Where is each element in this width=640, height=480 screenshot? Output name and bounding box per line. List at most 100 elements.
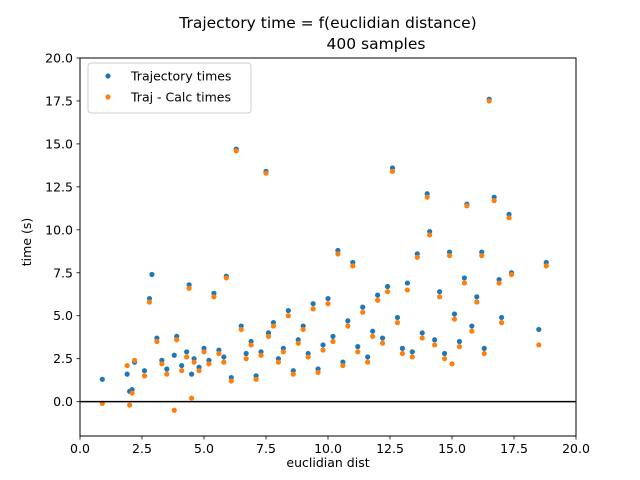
traj-calc-time-point	[233, 148, 239, 154]
traj-calc-time-point	[196, 368, 202, 374]
x-tick-label: 5.0	[194, 441, 214, 456]
traj-calc-time-point	[437, 294, 443, 300]
legend-label-traj-calc-times: Traj - Calc times	[130, 90, 231, 105]
legend-box	[87, 62, 252, 114]
traj-calc-time-point	[131, 357, 138, 363]
trajectory-time-point	[124, 371, 130, 377]
trajectory-time-point	[310, 301, 316, 307]
traj-calc-time-point	[300, 326, 306, 333]
traj-calc-time-point	[481, 350, 487, 357]
traj-calc-time-point	[171, 407, 177, 413]
trajectory-time-point	[451, 311, 458, 317]
traj-calc-time-point	[221, 359, 227, 365]
trajectory-time-point	[474, 294, 480, 300]
traj-calc-time-point	[441, 356, 448, 362]
traj-calc-time-point	[270, 323, 277, 329]
traj-calc-time-point	[506, 215, 512, 221]
x-tick-label: 2.5	[132, 441, 152, 456]
trajectory-time-point	[243, 350, 249, 357]
y-tick-label: 2.5	[53, 351, 73, 366]
trajectory-time-point	[394, 314, 401, 321]
traj-calc-time-point	[451, 316, 458, 322]
traj-calc-time-point	[536, 342, 542, 348]
chart-title: Trajectory time = f(euclidian distance)	[178, 14, 476, 32]
y-tick-label: 7.5	[53, 265, 73, 280]
traj-calc-time-point	[414, 254, 420, 260]
trajectory-time-point	[171, 352, 177, 358]
traj-calc-time-point	[499, 320, 505, 326]
trajectory-time-point	[404, 280, 410, 286]
legend-marker-trajectory-times	[105, 73, 111, 79]
traj-calc-time-point	[280, 349, 286, 355]
trajectory-time-point	[456, 338, 463, 345]
traj-calc-time-point	[419, 335, 425, 341]
traj-calc-time-point	[508, 271, 515, 278]
traj-calc-time-point	[295, 340, 301, 346]
trajectory-time-point	[370, 328, 376, 334]
traj-calc-time-point	[379, 340, 386, 346]
traj-calc-time-point	[384, 289, 391, 295]
legend-label-trajectory-times: Trajectory times	[130, 69, 231, 84]
trajectory-time-point	[399, 345, 405, 351]
traj-calc-time-point	[424, 194, 430, 200]
traj-calc-time-point	[238, 326, 244, 333]
traj-calc-time-point	[211, 294, 217, 300]
traj-calc-time-point	[159, 361, 165, 367]
traj-calc-time-point	[310, 306, 316, 312]
traj-calc-time-point	[223, 275, 229, 281]
trajectory-time-point	[375, 292, 381, 298]
traj-calc-time-point	[479, 252, 485, 259]
traj-calc-time-point	[432, 342, 438, 348]
traj-calc-time-point	[186, 285, 192, 291]
traj-calc-time-point	[464, 203, 470, 209]
x-axis-label: euclidian dist	[286, 455, 369, 470]
traj-calc-time-point	[355, 349, 361, 355]
plot-frame	[79, 57, 577, 437]
trajectory-time-point	[419, 330, 425, 336]
traj-calc-time-point	[389, 168, 396, 174]
trajectory-time-point	[285, 307, 291, 314]
trajectory-time-point	[365, 354, 371, 360]
plot-points	[99, 96, 549, 413]
trajectory-time-point	[441, 350, 448, 357]
traj-calc-time-point	[189, 395, 195, 401]
y-tick-label: 5.0	[53, 308, 73, 323]
traj-calc-time-point	[496, 280, 502, 286]
x-axis: 0.0 2.5 5.0 7.5 10.0 12.5 15.0 17.5 20.0	[70, 436, 590, 456]
y-tick-label: 12.5	[45, 179, 73, 194]
traj-calc-time-point	[191, 359, 197, 365]
y-axis: 0.0 2.5 5.0 7.5 10.0 12.5 15.0 17.5 20.0	[45, 51, 80, 409]
traj-calc-time-point	[258, 352, 264, 358]
chart-subtitle: 400 samples	[327, 35, 426, 53]
trajectory-time-point	[184, 349, 190, 355]
traj-calc-time-point	[201, 349, 207, 355]
traj-calc-time-point	[253, 376, 259, 382]
trajectory-time-point	[164, 366, 170, 372]
traj-calc-time-point	[315, 369, 321, 376]
trajectory-time-point	[481, 345, 487, 351]
x-tick-label: 7.5	[256, 441, 276, 456]
traj-calc-time-point	[446, 252, 453, 259]
traj-calc-time-point	[474, 299, 480, 305]
y-tick-label: 10.0	[45, 222, 73, 237]
x-tick-label: 12.5	[376, 441, 404, 456]
traj-calc-time-point	[330, 338, 336, 345]
traj-calc-time-point	[228, 378, 234, 384]
trajectory-time-point	[99, 376, 105, 382]
traj-calc-time-point	[263, 170, 269, 176]
y-axis-label: time (s)	[19, 218, 34, 266]
trajectory-time-point	[149, 271, 155, 278]
legend-marker-traj-calc-times	[105, 94, 111, 100]
x-tick-label: 10.0	[314, 441, 342, 456]
traj-calc-time-point	[124, 362, 130, 369]
traj-calc-time-point	[285, 313, 291, 319]
trajectory-time-point	[325, 295, 331, 302]
traj-calc-time-point	[206, 361, 212, 367]
traj-calc-time-point	[179, 368, 185, 374]
traj-calc-time-point	[461, 280, 467, 286]
traj-calc-time-point	[399, 350, 405, 357]
traj-calc-time-point	[265, 333, 272, 339]
trajectory-time-point	[179, 362, 185, 369]
trajectory-time-point	[469, 323, 475, 329]
